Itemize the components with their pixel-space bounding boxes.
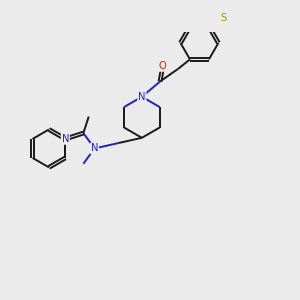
Text: N: N <box>61 134 69 144</box>
Text: N: N <box>138 92 146 102</box>
Text: S: S <box>221 13 227 23</box>
Text: N: N <box>91 143 98 153</box>
Text: O: O <box>159 61 166 71</box>
